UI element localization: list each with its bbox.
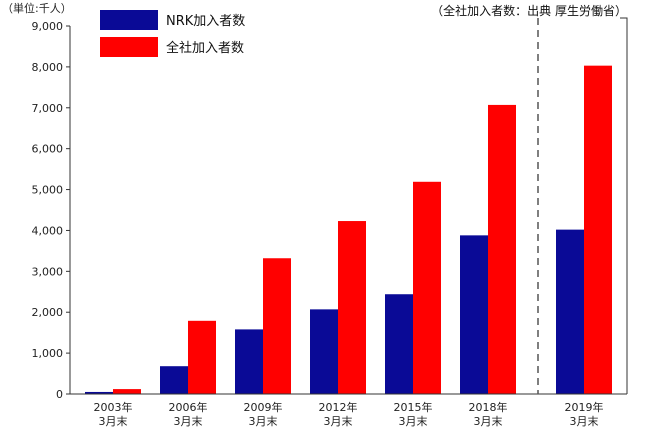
x-category-label: 3月末 [174, 414, 203, 428]
x-category-label: 2003年 [94, 400, 133, 414]
y-tick-label: 3,000 [32, 265, 64, 278]
y-tick-label: 6,000 [32, 143, 64, 156]
source-note: （全社加入者数：出典 厚生労働省） [431, 3, 627, 18]
x-category-label: 3月末 [249, 414, 278, 428]
y-tick-label: 0 [56, 388, 63, 401]
y-tick-label: 5,000 [32, 184, 64, 197]
bar-nrk [85, 391, 113, 394]
x-category-label: 2019年 [565, 400, 604, 414]
bar-all [413, 181, 441, 394]
bars [85, 65, 612, 394]
legend-swatch-nrk [100, 10, 158, 30]
legend-label-all: 全社加入者数 [166, 40, 244, 56]
bar-nrk [310, 309, 338, 394]
x-category-label: 3月末 [324, 414, 353, 428]
bar-all [188, 320, 216, 394]
x-category-label: 3月末 [399, 414, 428, 428]
legend: NRK加入者数 全社加入者数 [100, 10, 245, 57]
bar-all [488, 104, 516, 394]
y-tick-label: 8,000 [32, 61, 64, 74]
x-category-label: 3月末 [474, 414, 503, 428]
y-tick-label: 7,000 [32, 102, 64, 115]
bar-nrk [385, 294, 413, 394]
x-category-label: 2012年 [319, 400, 358, 414]
unit-label: （単位:千人） [2, 1, 72, 15]
bar-all [584, 65, 612, 394]
legend-swatch-all [100, 37, 158, 57]
bar-nrk [160, 366, 188, 394]
x-axis-labels: 2003年3月末2006年3月末2009年3月末2012年3月末2015年3月末… [94, 400, 604, 428]
bar-nrk [235, 329, 263, 394]
legend-label-nrk: NRK加入者数 [166, 14, 245, 29]
x-category-label: 2018年 [469, 400, 508, 414]
bar-nrk [556, 229, 584, 394]
x-category-label: 2015年 [394, 400, 433, 414]
x-category-label: 3月末 [570, 414, 599, 428]
y-tick-label: 2,000 [32, 306, 64, 319]
bar-all [263, 258, 291, 394]
x-category-label: 3月末 [99, 414, 128, 428]
bar-all [113, 389, 141, 394]
source-bracket [620, 17, 628, 394]
y-tick-label: 4,000 [32, 224, 64, 237]
y-axis-ticks: 0 1,000 2,000 3,000 4,000 5,000 6,000 7,000 8,00… [32, 20, 70, 401]
bar-all [338, 221, 366, 394]
bar-nrk [460, 235, 488, 394]
x-category-label: 2006年 [169, 400, 208, 414]
y-tick-label: 9,000 [32, 20, 64, 33]
y-tick-label: 1,000 [32, 347, 64, 360]
x-category-label: 2009年 [244, 400, 283, 414]
